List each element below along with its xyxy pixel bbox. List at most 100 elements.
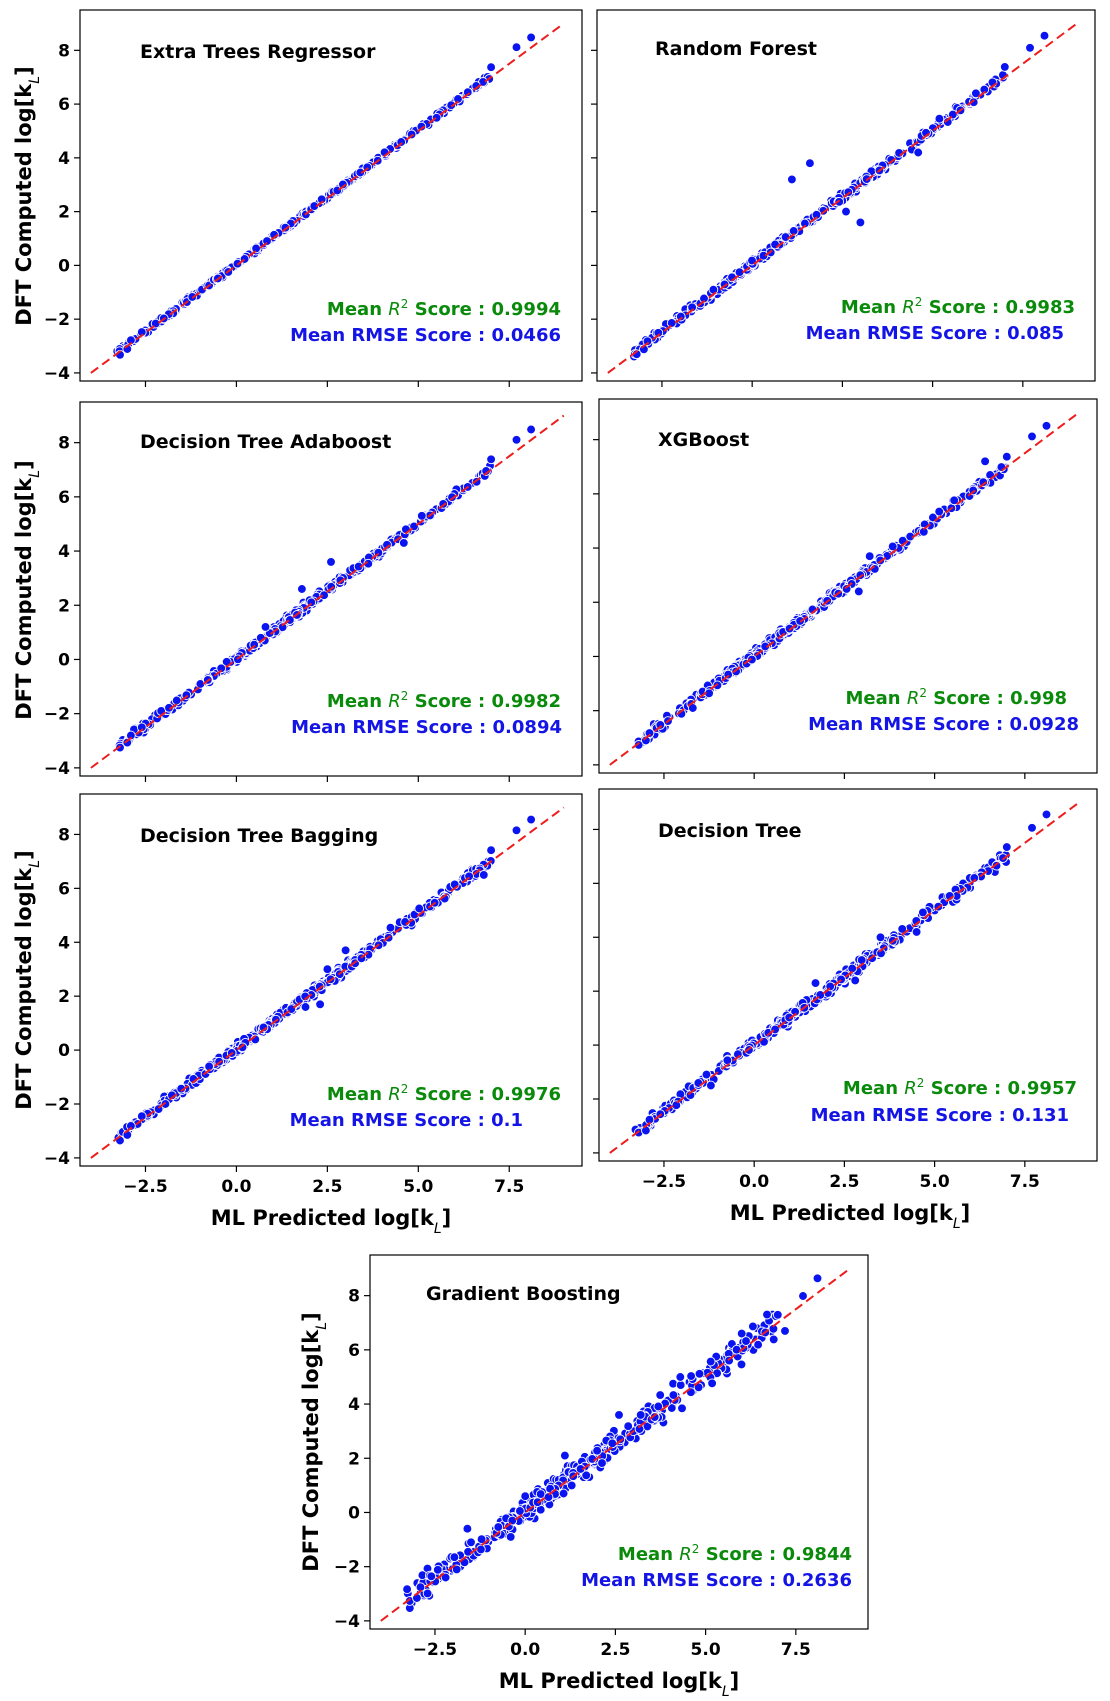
scatter-point <box>748 1321 758 1332</box>
scatter-point <box>338 179 348 190</box>
scatter-point <box>800 218 810 229</box>
r2-score: Mean R2 Score : 0.9982 <box>327 689 561 712</box>
scatter-point <box>382 539 392 550</box>
rmse-score: Mean RMSE Score : 0.085 <box>806 323 1064 344</box>
scatter-point <box>841 584 852 594</box>
scatter-point <box>971 88 981 99</box>
r2-score: Mean R2 Score : 0.9983 <box>841 295 1075 318</box>
scatter-point <box>934 506 945 517</box>
r2-score: Mean R2 Score : 0.9976 <box>327 1082 561 1105</box>
plot-frame <box>598 398 1098 774</box>
scatter-point <box>526 814 536 825</box>
y-tick-label: −2 <box>334 1558 360 1578</box>
scatter-point <box>812 1273 823 1284</box>
x-tick-label: 2.5 <box>829 1172 859 1192</box>
scatter-point <box>706 1080 716 1091</box>
scatter-point <box>426 1571 437 1582</box>
scatter-point <box>319 590 329 601</box>
scatter-point <box>432 1564 443 1575</box>
scatter-point <box>722 1055 733 1066</box>
scatter-point <box>768 1334 779 1345</box>
scatter-point <box>326 557 336 567</box>
scatter-point <box>979 84 990 95</box>
scatter-point <box>649 1412 660 1422</box>
y-tick-label: −4 <box>44 1149 70 1169</box>
scatter-point <box>668 1390 679 1400</box>
scatter-point <box>462 1523 473 1534</box>
scatter-point <box>911 927 922 937</box>
scatter-point <box>614 1410 624 1420</box>
y-tick-label: 2 <box>58 596 70 616</box>
scatter-point <box>655 720 666 730</box>
scatter-point <box>675 1372 686 1382</box>
scatter-point <box>126 730 136 741</box>
ticks: −4 −2 0 2 4 6 8 <box>44 434 510 782</box>
y-tick-label: 6 <box>58 879 70 899</box>
scatter-point <box>1039 30 1050 41</box>
scatter-point <box>260 622 271 632</box>
scatter-point <box>642 336 653 347</box>
panel-gradient-boosting: −2.5 0.0 2.5 5.0 7.5 −4 −2 0 2 4 6 8 Gradient Boost… <box>299 1254 869 1700</box>
panel-decision-tree-bagging: −2.5 0.0 2.5 5.0 7.5 −4 −2 0 2 4 6 8 Decision Tree … <box>12 793 583 1237</box>
scatter-point <box>850 975 861 986</box>
ticks <box>593 439 1026 779</box>
scatter-point <box>402 1584 412 1595</box>
y-tick-label: 0 <box>58 650 70 670</box>
scatter-point <box>1041 420 1052 431</box>
scatter-point <box>753 1339 763 1350</box>
rmse-score: Mean RMSE Score : 0.0928 <box>808 714 1079 735</box>
scatter-point <box>762 1309 772 1320</box>
y-tick-label: 0 <box>348 1503 360 1523</box>
scatter-point <box>784 623 795 634</box>
y-tick-label: 6 <box>58 95 70 115</box>
y-tick-label: −2 <box>44 310 70 330</box>
scatter-point <box>526 424 536 435</box>
panel-random-forest: Random Forest Mean R2 Score : 0.9983 Mea… <box>591 9 1096 387</box>
ticks: −4 −2 0 2 4 6 8 <box>44 41 510 387</box>
r2-score: Mean R2 Score : 0.9844 <box>618 1542 852 1565</box>
scatter-point <box>398 538 409 548</box>
scatter-point <box>251 243 261 254</box>
scatter-point <box>597 1458 607 1468</box>
y-tick-label: 4 <box>58 933 70 953</box>
x-tick-label: 7.5 <box>1010 1172 1040 1192</box>
plot-frame <box>79 9 583 382</box>
reference-line <box>90 806 565 1159</box>
scatter-point <box>478 870 489 880</box>
scatter-point <box>693 1078 704 1088</box>
scatter-point <box>787 174 797 185</box>
x-tick-label: −2.5 <box>413 1640 457 1660</box>
ticks: −2.5 0.0 2.5 5.0 7.5 −4 −2 0 2 4 6 8 <box>44 825 524 1197</box>
scatter-point <box>171 695 182 706</box>
x-tick-label: 5.0 <box>920 1172 950 1192</box>
scatter-point <box>511 42 522 53</box>
y-axis-label: DFT Computed log[kL] <box>12 66 43 325</box>
x-tick-label: −2.5 <box>642 1172 686 1192</box>
x-tick-label: 2.5 <box>600 1640 630 1660</box>
scatter-point <box>741 1336 751 1346</box>
scatter-point <box>126 1121 136 1131</box>
panel-title: Extra Trees Regressor <box>140 41 376 63</box>
scatter-point <box>759 1036 769 1047</box>
panel-title: Decision Tree Adaboost <box>140 431 391 453</box>
scatter-point <box>476 1544 486 1555</box>
scatter-point <box>592 1445 602 1456</box>
scatter-point <box>855 217 866 228</box>
scatter-point <box>978 477 989 488</box>
scatter-point <box>634 1424 645 1434</box>
scatter-point <box>1001 451 1012 462</box>
scatter-point <box>747 654 757 665</box>
scatter-point <box>675 1380 686 1390</box>
scatter-point <box>451 1564 462 1575</box>
scatter-point <box>340 945 351 956</box>
scatter-point <box>416 121 427 132</box>
x-tick-label: 5.0 <box>691 1640 721 1660</box>
scatter-point <box>414 903 425 914</box>
scatter-point <box>300 1002 311 1012</box>
scatter-point <box>708 284 719 295</box>
scatter-point <box>736 1328 747 1339</box>
scatter-point <box>453 94 463 104</box>
panel-extra-trees: −4 −2 0 2 4 6 8 Extra Trees Regressor Mean R2 … <box>12 9 583 387</box>
rmse-score: Mean RMSE Score : 0.131 <box>811 1105 1069 1126</box>
